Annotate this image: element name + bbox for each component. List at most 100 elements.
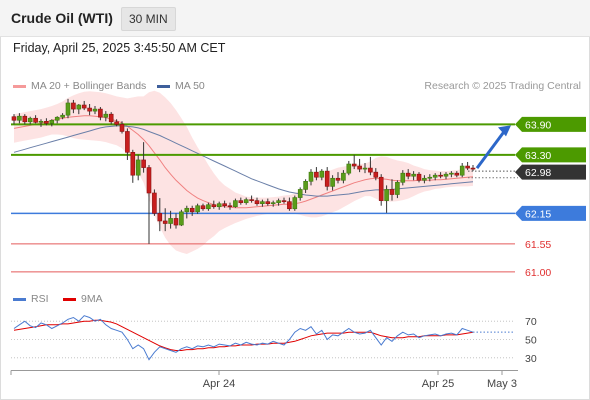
candle <box>157 198 163 232</box>
candle-body-up <box>195 205 200 213</box>
level-tag-bg <box>515 116 586 132</box>
candle-body-up <box>38 120 44 123</box>
candle <box>108 112 114 125</box>
candle <box>243 197 249 205</box>
candle-body-down <box>265 201 271 204</box>
candle-body-up <box>76 104 82 110</box>
candle <box>330 175 335 191</box>
candle <box>335 172 341 184</box>
candle <box>303 179 308 193</box>
level-label-62.98: 62.98 <box>525 167 551 179</box>
candle <box>195 203 200 214</box>
candle <box>384 185 389 213</box>
candle <box>206 202 211 211</box>
candle-body-up <box>395 182 400 195</box>
candle-body-up <box>341 172 346 181</box>
candle <box>200 203 206 211</box>
time-axis: Apr 24 Apr 25 May 3 <box>10 370 518 390</box>
candle-body-up <box>384 189 389 201</box>
candle <box>260 199 265 207</box>
candle-body-down <box>238 200 244 203</box>
candle-body-down <box>81 104 87 109</box>
candle <box>87 104 92 116</box>
candle <box>459 162 465 178</box>
trend-arrow-shaft <box>475 129 507 170</box>
candle <box>351 154 357 170</box>
candle <box>400 170 406 186</box>
candle-body-down <box>368 167 373 173</box>
candle-body-down <box>378 176 384 201</box>
rsi-tick-label: 50 <box>525 335 537 347</box>
level-tag-62.98: 62.98 <box>515 164 586 180</box>
candle-body-down <box>125 131 130 153</box>
candle <box>211 200 217 209</box>
candle <box>438 172 443 179</box>
candle <box>81 100 87 111</box>
candle-body-down <box>98 108 103 118</box>
timeframe-button[interactable]: 30 MIN <box>121 7 176 31</box>
candle-body-down <box>211 204 217 208</box>
trend-arrow-head <box>498 125 511 137</box>
rsi-tick-label: 30 <box>525 353 537 365</box>
level-tag-bg <box>515 205 586 221</box>
candle-body-up <box>49 119 55 124</box>
rsi-9ma-line <box>13 319 474 351</box>
candle <box>49 119 55 127</box>
candle-body-down <box>189 207 195 213</box>
candle-body-down <box>249 199 254 201</box>
candle-body-down <box>254 200 260 204</box>
candle <box>341 170 346 184</box>
candle <box>287 197 292 211</box>
candle <box>443 172 449 180</box>
candle <box>119 121 125 134</box>
candle-body-up <box>233 200 238 208</box>
candle-body-up <box>60 114 65 118</box>
candle <box>319 169 325 181</box>
candle-body-down <box>108 113 114 123</box>
ma50-swatch <box>157 84 170 88</box>
candle <box>141 142 146 173</box>
candle <box>173 213 179 229</box>
candle-body-down <box>11 116 17 121</box>
candle-body-up <box>270 202 276 204</box>
candle <box>249 195 254 203</box>
candle-body-down <box>389 189 395 195</box>
candle <box>27 116 33 125</box>
candle <box>454 171 460 178</box>
candle <box>130 149 136 183</box>
candle <box>292 195 298 211</box>
candle-body-up <box>411 173 416 177</box>
level-label-61.00: 61.00 <box>525 267 551 279</box>
candle-body-up <box>400 172 406 183</box>
candle-body-down <box>227 205 233 208</box>
legend-ma20: MA 20 + Bollinger Bands <box>13 80 146 92</box>
candle-body-down <box>287 201 292 210</box>
level-tag-63.90: 63.90 <box>515 116 586 132</box>
candle <box>65 98 71 119</box>
candle <box>135 154 141 181</box>
support-resistance-levels <box>11 123 518 273</box>
candle <box>281 197 287 204</box>
candle <box>227 202 233 210</box>
candle-body-up <box>103 113 109 118</box>
candle <box>33 115 38 124</box>
candle-body-down <box>114 121 119 125</box>
candle <box>11 114 17 125</box>
candle-body-up <box>184 207 190 213</box>
bollinger-band-area <box>14 90 473 254</box>
rsi-swatch <box>13 297 26 301</box>
candle-body-down <box>314 171 319 178</box>
candle <box>152 189 157 216</box>
candle-body-down <box>438 174 443 177</box>
candle <box>60 113 65 120</box>
candle-body-up <box>432 174 438 178</box>
candle <box>314 167 319 181</box>
candle-body-down <box>146 167 152 194</box>
candle-body-up <box>276 200 281 203</box>
ma20-label: MA 20 + Bollinger Bands <box>31 80 147 92</box>
candle <box>22 114 28 125</box>
candle <box>470 165 476 172</box>
legend-9ma: 9MA <box>63 293 103 305</box>
level-label-63.90: 63.90 <box>525 119 551 131</box>
